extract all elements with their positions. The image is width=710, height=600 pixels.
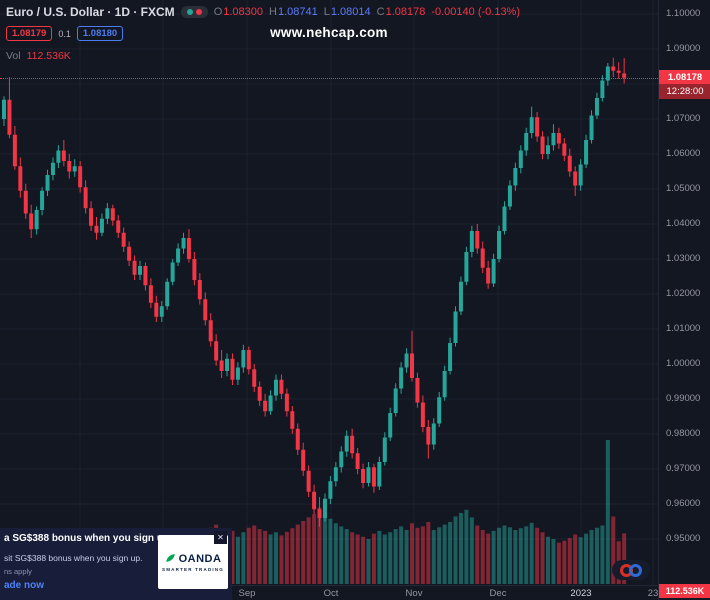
- buy-button[interactable]: 1.08180: [76, 26, 124, 41]
- volume-label: Vol: [6, 50, 21, 62]
- watermark-url: www.nehcap.com: [270, 25, 388, 40]
- price-tick-label: 0.98000: [666, 428, 701, 439]
- time-tick-label: Oct: [323, 588, 339, 599]
- high-label: H: [269, 6, 277, 18]
- price-tick-label: 0.99000: [666, 393, 701, 404]
- volume-readout: Vol 112.536K: [6, 50, 520, 62]
- price-tick-label: 1.10000: [666, 8, 701, 19]
- ad-banner[interactable]: a SG$388 bonus when you sign up. sit SG$…: [0, 528, 232, 600]
- blue-circle-logo-icon: [629, 563, 642, 577]
- ohlc-readout: O 1.08300 H 1.08741 L 1.08014 C 1.08178 -0.0…: [214, 6, 520, 18]
- high-value: 1.08741: [277, 6, 318, 18]
- time-tick-label: 2023: [570, 588, 592, 599]
- price-tick-label: 0.96000: [666, 498, 701, 509]
- legend-row-symbol: Euro / U.S. Dollar · 1D · FXCM O 1.08300 …: [6, 5, 520, 19]
- candlestick-canvas: [0, 0, 658, 585]
- change-value: -0.00140 (-0.13%): [431, 6, 521, 18]
- sell-button[interactable]: 1.08179: [6, 26, 53, 41]
- trade-buttons-row: 1.08179 0.1 1.08180: [6, 26, 520, 41]
- time-tick-label: Sep: [238, 588, 256, 599]
- price-tick-label: 1.00000: [666, 358, 701, 369]
- price-tick-label: 0.97000: [666, 463, 701, 474]
- price-axis[interactable]: 1.08178 12:28:00 112.536K 1.10000 1.09000…: [658, 0, 710, 600]
- open-label: O: [213, 6, 223, 18]
- oanda-card: OANDA SMARTER TRADING: [158, 535, 228, 589]
- time-tick-label: Nov: [405, 588, 423, 599]
- status-up-dot-icon: [186, 9, 193, 15]
- ad-headline: a SG$388 bonus when you sign up.: [4, 533, 172, 544]
- price-tick-label: 1.09000: [666, 43, 701, 54]
- oanda-leaf-icon: [165, 554, 175, 562]
- price-tick-label: 1.07000: [666, 113, 701, 124]
- price-tick-label: 1.03000: [666, 253, 701, 264]
- open-value: 1.08300: [223, 6, 264, 18]
- ad-terms: ns apply: [4, 567, 32, 576]
- brand-badge: [612, 560, 650, 580]
- spread-value: 0.1: [58, 28, 71, 39]
- symbol-title[interactable]: Euro / U.S. Dollar · 1D · FXCM: [6, 5, 175, 19]
- price-tick-label: 0.95000: [666, 533, 701, 544]
- oanda-tagline: SMARTER TRADING: [162, 566, 224, 572]
- volume-axis-label: 112.536K: [659, 584, 710, 598]
- last-price-line: [0, 78, 658, 79]
- price-tick-label: 1.01000: [666, 323, 701, 334]
- last-price-axis-label: 1.08178: [659, 69, 710, 85]
- price-tick-label: 1.02000: [666, 288, 701, 299]
- status-down-dot-icon: [195, 9, 202, 15]
- time-tick-label: 23: [647, 588, 659, 599]
- price-tick-label: 1.05000: [666, 183, 701, 194]
- close-label: C: [376, 6, 385, 18]
- bar-countdown-label: 12:28:00: [659, 83, 710, 99]
- chart-legend: Euro / U.S. Dollar · 1D · FXCM O 1.08300 …: [6, 5, 520, 62]
- price-tick-label: 1.04000: [666, 218, 701, 229]
- oanda-brand-name: OANDA: [178, 552, 222, 565]
- price-tick-label: 1.06000: [666, 148, 701, 159]
- chart-plot-area[interactable]: www.nehcap.com: [0, 0, 658, 585]
- volume-value: 112.536K: [26, 50, 71, 62]
- ad-cta-button[interactable]: ade now: [4, 580, 45, 591]
- close-value: 1.08178: [385, 6, 426, 18]
- low-value: 1.08014: [330, 6, 371, 18]
- market-status-pill[interactable]: [180, 6, 208, 18]
- time-tick-label: Dec: [489, 588, 507, 599]
- ad-close-button[interactable]: ✕: [214, 531, 227, 544]
- low-label: L: [323, 6, 330, 18]
- ad-subline: sit SG$388 bonus when you sign up.: [4, 553, 143, 563]
